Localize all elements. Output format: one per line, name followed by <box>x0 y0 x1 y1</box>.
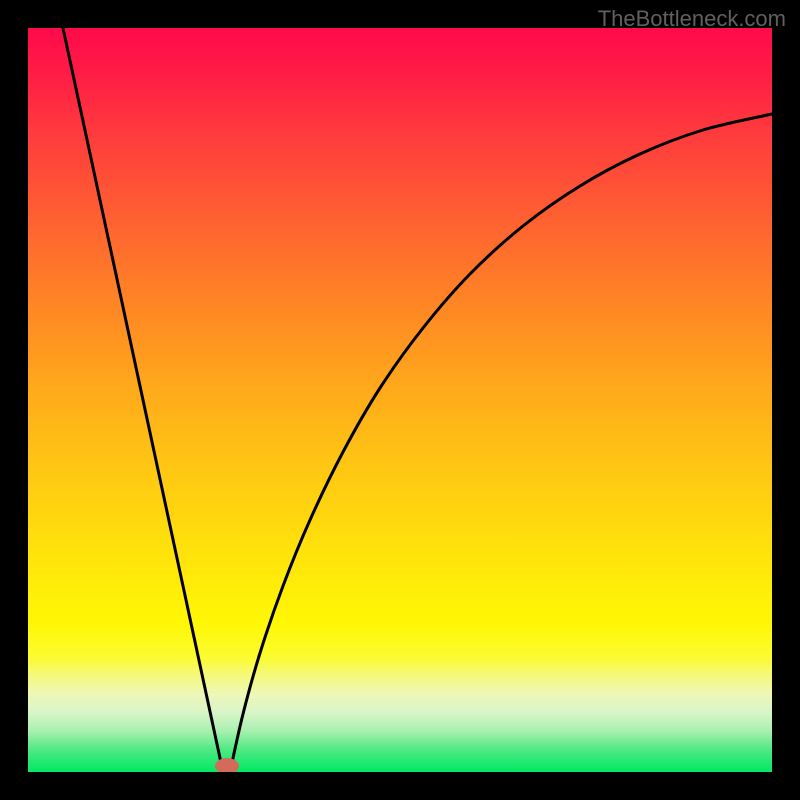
plot-area <box>28 28 772 772</box>
curve-layer <box>28 28 772 772</box>
minimum-marker <box>215 758 239 772</box>
curve-left-segment <box>63 28 223 772</box>
curve-right-segment <box>230 114 772 772</box>
watermark-text: TheBottleneck.com <box>598 6 786 32</box>
